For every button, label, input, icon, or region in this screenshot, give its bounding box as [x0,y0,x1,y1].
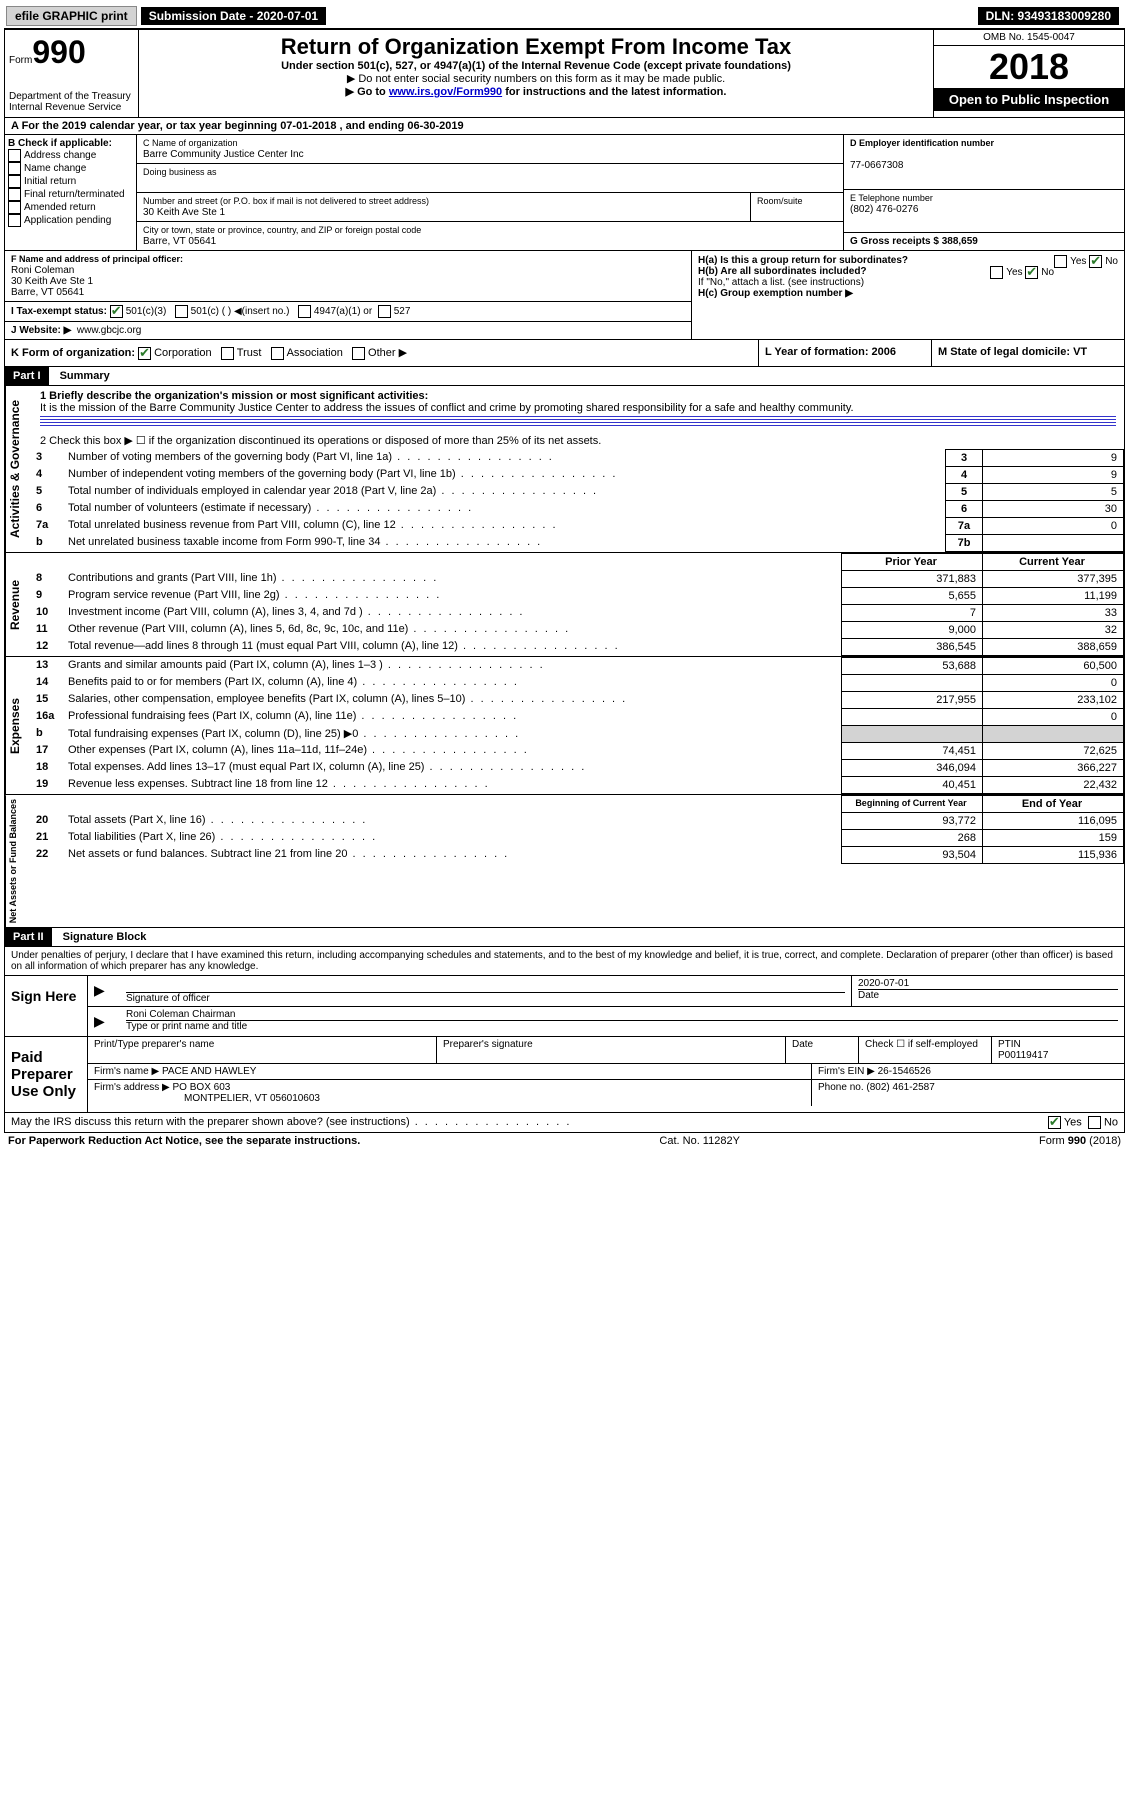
firm-addr1: PO BOX 603 [173,1082,231,1093]
addr-label: Number and street (or P.O. box if mail i… [143,196,429,206]
preparer-section: Paid Preparer Use Only Print/Type prepar… [4,1037,1125,1113]
prep-sig-label: Preparer's signature [437,1037,786,1063]
street-address: 30 Keith Ave Ste 1 [143,207,225,218]
block-i: I Tax-exempt status: 501(c)(3) 501(c) ( … [5,302,691,322]
footer-mid: Cat. No. 11282Y [659,1135,740,1147]
q1-label: 1 Briefly describe the organization's mi… [40,390,428,402]
phone-label: E Telephone number [850,193,933,203]
prep-name-label: Print/Type preparer's name [88,1037,437,1063]
block-m: M State of legal domicile: VT [931,340,1124,366]
firm-addr2: MONTPELIER, VT 056010603 [184,1093,320,1104]
omb-number: OMB No. 1545-0047 [934,30,1124,46]
block-b: B Check if applicable: Address change Na… [5,135,137,250]
firm-phone: (802) 461-2587 [866,1082,934,1093]
block-h: H(a) Is this a group return for subordin… [692,251,1124,339]
prep-date-label: Date [786,1037,859,1063]
dept-treasury: Department of the Treasury [9,91,134,102]
governance-table: 3Number of voting members of the governi… [32,449,1124,552]
room-label: Room/suite [757,196,803,206]
subtitle: Under section 501(c), 527, or 4947(a)(1)… [143,60,929,72]
gross-receipts: G Gross receipts $ 388,659 [850,236,978,247]
footer-right: Form 990 (2018) [1039,1135,1121,1147]
footer-left: For Paperwork Reduction Act Notice, see … [8,1135,360,1147]
note-ssn: ▶ Do not enter social security numbers o… [143,72,929,85]
org-name-label: C Name of organization [143,138,238,148]
form-header: Form990 Department of the Treasury Inter… [4,29,1125,118]
sig-date-label: Date [858,989,1118,1001]
irs-label: Internal Revenue Service [9,102,134,113]
expenses-label: Expenses [5,657,32,794]
ptin-value: P00119417 [998,1050,1048,1061]
expenses-table: 13Grants and similar amounts paid (Part … [32,657,1124,794]
netassets-label: Net Assets or Fund Balances [5,795,32,927]
ein-label: D Employer identification number [850,138,994,148]
sign-here-section: Sign Here ▶ Signature of officer 2020-07… [4,976,1125,1037]
block-j: J Website: ▶ www.gbcjc.org [5,322,691,339]
officer-name: Roni Coleman [11,265,74,276]
dba-label: Doing business as [143,167,217,177]
submission-date: Submission Date - 2020-07-01 [141,7,326,25]
irs-link[interactable]: www.irs.gov/Form990 [389,86,502,98]
officer-addr2: Barre, VT 05641 [11,287,84,298]
q2-text: 2 Check this box ▶ ☐ if the organization… [32,432,1124,449]
firm-name-label: Firm's name ▶ [94,1066,159,1077]
sign-here-label: Sign Here [5,976,88,1036]
sig-officer-label: Signature of officer [126,992,845,1004]
block-l: L Year of formation: 2006 [758,340,931,366]
perjury-text: Under penalties of perjury, I declare th… [4,947,1125,976]
firm-phone-label: Phone no. [818,1082,864,1093]
ptin-label: PTIN [998,1039,1021,1050]
sig-date: 2020-07-01 [858,978,1118,989]
firm-ein-label: Firm's EIN ▶ [818,1066,875,1077]
part1-header: Part I [5,367,49,385]
phone-value: (802) 476-0276 [850,204,918,215]
org-name: Barre Community Justice Center Inc [143,149,304,160]
officer-addr1: 30 Keith Ave Ste 1 [11,276,93,287]
footer: For Paperwork Reduction Act Notice, see … [4,1133,1125,1149]
form-label: Form [9,55,32,66]
revenue-table: Prior YearCurrent Year8Contributions and… [32,553,1124,656]
typed-name-label: Type or print name and title [126,1020,1118,1032]
entity-block: B Check if applicable: Address change Na… [4,135,1125,251]
efile-print-btn[interactable]: efile GRAPHIC print [6,6,137,26]
city-state-zip: Barre, VT 05641 [143,236,216,247]
main-title: Return of Organization Exempt From Incom… [143,34,929,60]
revenue-label: Revenue [5,553,32,656]
arrow-icon: ▶ [88,976,120,1006]
open-inspection: Open to Public Inspection [934,88,1124,111]
prep-check-label: Check ☐ if self-employed [859,1037,992,1063]
part2-title: Signature Block [55,928,155,946]
preparer-label: Paid Preparer Use Only [5,1037,88,1112]
city-label: City or town, state or province, country… [143,225,421,235]
form-number: 990 [32,34,85,70]
firm-addr-label: Firm's address ▶ [94,1082,170,1093]
dln: DLN: 93493183009280 [978,7,1119,25]
governance-label: Activities & Governance [5,386,32,552]
line-a: A For the 2019 calendar year, or tax yea… [4,118,1125,135]
arrow-icon: ▶ [88,1007,120,1036]
discuss-row: May the IRS discuss this return with the… [4,1113,1125,1133]
top-bar: efile GRAPHIC print Submission Date - 20… [4,4,1125,29]
firm-ein: 26-1546526 [878,1066,931,1077]
officer-label: F Name and address of principal officer: [11,254,183,264]
part2-header: Part II [5,928,52,946]
firm-name: PACE AND HAWLEY [162,1066,256,1077]
part1-title: Summary [52,367,118,385]
tax-year: 2018 [934,46,1124,88]
netassets-table: Beginning of Current YearEnd of Year20To… [32,795,1124,864]
officer-typed-name: Roni Coleman Chairman [126,1009,1118,1020]
mission-text: It is the mission of the Barre Community… [40,402,854,414]
block-k: K Form of organization: Corporation Trus… [5,340,758,366]
ein-value: 77-0667308 [850,160,903,171]
note-link: ▶ Go to www.irs.gov/Form990 for instruct… [143,85,929,98]
